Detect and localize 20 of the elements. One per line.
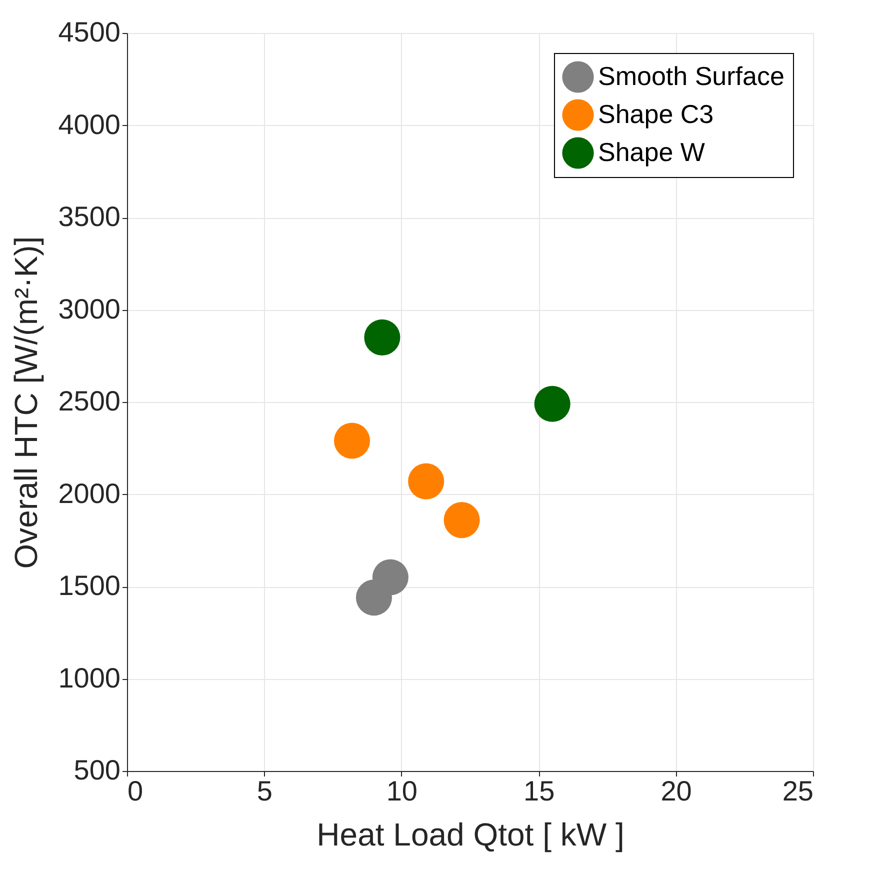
y-tick-label: 500: [74, 754, 120, 786]
y-tick-label: 1000: [58, 662, 120, 694]
y-tick-label: 3500: [58, 201, 120, 232]
x-tick-label: 5: [256, 776, 272, 806]
y-tick-label: 4500: [58, 16, 120, 48]
legend-label: Shape W: [598, 137, 706, 167]
legend-label: Smooth Surface: [598, 61, 784, 91]
x-tick-label: 20: [660, 776, 692, 806]
y-tick-label: 4000: [58, 108, 120, 140]
x-tick-label: 25: [782, 776, 814, 806]
y-axis-title: Overall HTC [W/(m²·K)]: [8, 236, 44, 569]
y-tick-label: 1500: [58, 570, 120, 601]
y-tick-label: 3000: [58, 293, 120, 324]
x-tick-label: 0: [128, 776, 144, 806]
y-tick-label: 2000: [58, 478, 120, 509]
x-tick-label: 10: [386, 776, 418, 806]
y-tick-label: 2500: [58, 386, 120, 416]
legend-label: Shape C3: [598, 99, 714, 129]
x-tick-label: 15: [524, 776, 555, 806]
x-axis-title: Heat Load Qtot [ kW ]: [316, 816, 624, 852]
